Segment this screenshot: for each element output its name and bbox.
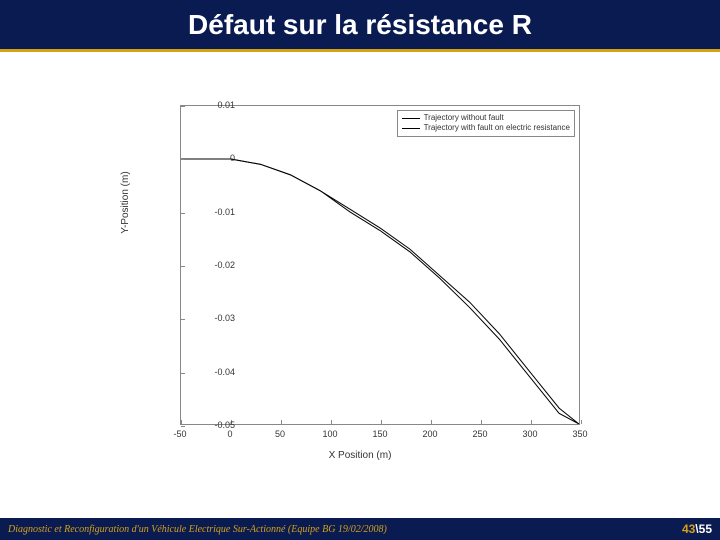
y-tick-mark — [181, 426, 185, 427]
x-tick-mark — [331, 420, 332, 424]
y-tick-mark — [181, 266, 185, 267]
y-tick-mark — [181, 319, 185, 320]
y-tick-label: -0.04 — [195, 367, 235, 377]
x-tick-mark — [181, 420, 182, 424]
y-tick-mark — [181, 106, 185, 107]
legend-line-icon — [402, 128, 420, 129]
x-tick-mark — [481, 420, 482, 424]
x-tick-label: 150 — [372, 429, 387, 439]
x-tick-label: 350 — [572, 429, 587, 439]
plot-area: Trajectory without fault Trajectory with… — [180, 105, 580, 425]
x-tick-mark — [281, 420, 282, 424]
x-axis-label: X Position (m) — [329, 450, 392, 461]
x-tick-label: 200 — [422, 429, 437, 439]
x-tick-mark — [531, 420, 532, 424]
x-tick-label: 0 — [227, 429, 232, 439]
y-tick-mark — [181, 213, 185, 214]
legend-label: Trajectory with fault on electric resist… — [424, 123, 570, 133]
x-tick-mark — [431, 420, 432, 424]
legend-label: Trajectory without fault — [424, 113, 504, 123]
footer-text: Diagnostic et Reconfiguration d'un Véhic… — [8, 524, 387, 535]
y-axis-label: Y-Position (m) — [120, 171, 131, 233]
y-tick-label: 0 — [195, 153, 235, 163]
page-total: 55 — [699, 522, 712, 536]
x-tick-label: -50 — [173, 429, 186, 439]
x-tick-mark — [381, 420, 382, 424]
y-tick-mark — [181, 159, 185, 160]
legend-row: Trajectory without fault — [402, 113, 570, 123]
trajectory-chart: Trajectory without fault Trajectory with… — [130, 95, 590, 455]
chart-legend: Trajectory without fault Trajectory with… — [397, 110, 575, 137]
y-tick-label: -0.03 — [195, 313, 235, 323]
legend-line-icon — [402, 118, 420, 119]
x-tick-label: 300 — [522, 429, 537, 439]
page-title: Défaut sur la résistance R — [188, 9, 532, 41]
page-current: 43 — [682, 522, 695, 536]
x-tick-label: 50 — [275, 429, 285, 439]
x-tick-label: 250 — [472, 429, 487, 439]
legend-row: Trajectory with fault on electric resist… — [402, 123, 570, 133]
series-with-fault — [181, 159, 579, 424]
title-bar: Défaut sur la résistance R — [0, 0, 720, 52]
chart-lines — [181, 106, 579, 424]
y-tick-label: 0.01 — [195, 100, 235, 110]
series-without-fault — [181, 159, 579, 424]
x-tick-label: 100 — [322, 429, 337, 439]
y-tick-mark — [181, 373, 185, 374]
footer-bar: Diagnostic et Reconfiguration d'un Véhic… — [0, 518, 720, 540]
page-number: 43\55 — [682, 522, 712, 536]
y-tick-label: -0.01 — [195, 207, 235, 217]
y-tick-label: -0.02 — [195, 260, 235, 270]
x-tick-mark — [581, 420, 582, 424]
